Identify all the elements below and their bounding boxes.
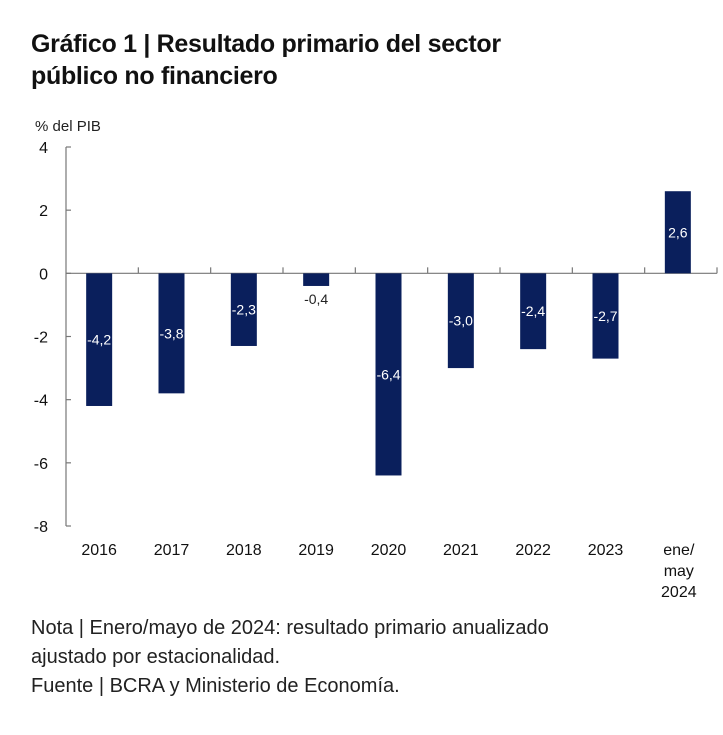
x-tick-label: 2024 <box>661 584 697 601</box>
y-tick-label: 2 <box>39 203 48 220</box>
bar <box>447 273 474 369</box>
source-line: Fuente | BCRA y Ministerio de Economía. <box>31 675 400 697</box>
x-tick-label: 2021 <box>443 542 479 559</box>
data-labels: -4,2 -3,8 -2,3 -0,4 -6,4 -3,0 -2,4 -2,7 2,6 <box>87 224 688 382</box>
chart-title-line-2: público no financiero <box>31 62 278 90</box>
y-tick-labels: 4 2 0 -2 -4 -6 -8 <box>34 140 48 536</box>
bar <box>664 191 691 274</box>
data-label: -6,4 <box>376 366 400 382</box>
data-label: -0,4 <box>304 291 328 307</box>
y-tick-label: -4 <box>34 393 48 410</box>
x-tick-label: 2019 <box>298 542 334 559</box>
data-label: -3,8 <box>159 325 183 341</box>
x-tick-label: 2018 <box>226 542 262 559</box>
bar <box>520 273 547 350</box>
y-tick-label: 4 <box>39 140 48 157</box>
bar-chart: % del PIB -4,2 -3,8 -2,3 -0,4 -6,4 -3,0 -2,4 -2… <box>34 118 718 601</box>
x-tick-label: 2020 <box>371 542 407 559</box>
bar <box>303 273 330 286</box>
data-label: 2,6 <box>668 224 688 240</box>
bar <box>230 273 257 346</box>
bar <box>86 273 113 406</box>
bar <box>592 273 619 359</box>
chart-title: Gráfico 1 | Resultado primario del secto… <box>31 28 711 92</box>
x-tick-labels: 2016 2017 2018 2019 2020 2021 2022 2023 ene/may 2… <box>81 542 696 601</box>
note-line-1: Nota | Enero/mayo de 2024: resultado pri… <box>31 617 549 639</box>
bar <box>158 273 185 394</box>
chart-notes: Nota | Enero/mayo de 2024: resultado pri… <box>31 614 711 701</box>
x-tick-label: may <box>664 563 694 580</box>
y-tick-label: -6 <box>34 456 48 473</box>
x-tick-label: ene/ <box>663 542 695 559</box>
x-tick-label: 2023 <box>588 542 624 559</box>
data-label: -2,7 <box>593 308 617 324</box>
x-tick-label: 2022 <box>515 542 551 559</box>
y-tick-label: 0 <box>39 266 48 283</box>
x-tick-label: 2017 <box>154 542 190 559</box>
data-label: -2,4 <box>521 303 545 319</box>
data-label: -3,0 <box>449 313 473 329</box>
bar <box>375 273 402 476</box>
chart-title-line-1: Gráfico 1 | Resultado primario del secto… <box>31 30 501 58</box>
note-line-2: ajustado por estacionalidad. <box>31 646 281 668</box>
y-axis-label: % del PIB <box>35 118 101 135</box>
data-label: -4,2 <box>87 332 111 348</box>
bars <box>86 191 691 476</box>
data-label: -2,3 <box>232 302 256 318</box>
y-tick-label: -2 <box>34 330 48 347</box>
x-tick-label: 2016 <box>81 542 117 559</box>
y-tick-label: -8 <box>34 519 48 536</box>
